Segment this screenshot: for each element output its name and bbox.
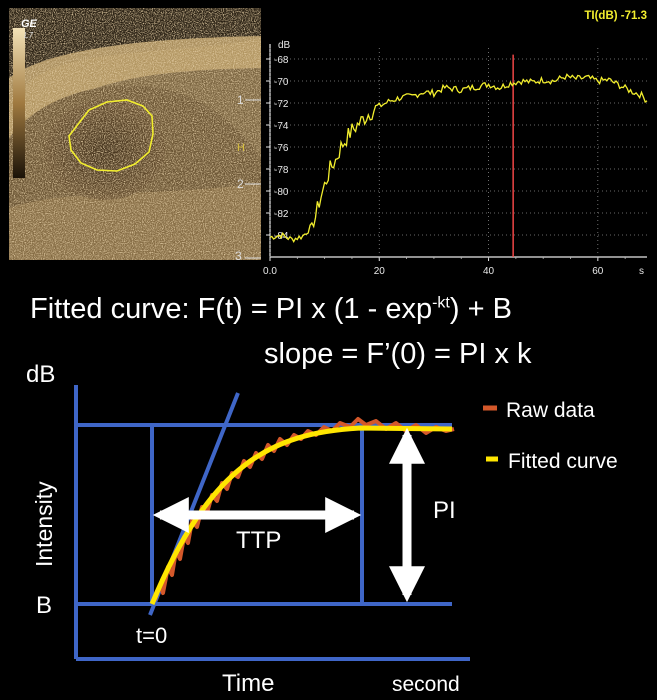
y-unit-label: dB (278, 40, 291, 51)
slope-formula: slope = F’(0) = PI x k (264, 338, 532, 370)
grayscale-bar (13, 28, 25, 178)
y-tick-label: -80 (274, 187, 289, 198)
depth-tick-3: 3 (235, 249, 242, 260)
fitted-curve-formula: Fitted curve: F(t) = PI x (1 - exp-kt) +… (30, 293, 512, 326)
y-tick-label: -70 (274, 77, 289, 88)
probe-label: L7 (24, 31, 33, 40)
y-tick-label: -76 (274, 143, 289, 154)
legend-raw-data: Raw data (506, 399, 595, 422)
fitted-curve (149, 425, 453, 605)
roi-outline[interactable] (68, 99, 154, 172)
x-tick-label: 20 (374, 266, 386, 277)
baseline-label: B (36, 592, 52, 619)
pi-label: PI (433, 497, 456, 524)
formula-exponent: -kt (432, 294, 450, 312)
schematic-y-unit: dB (26, 361, 55, 388)
y-tick-label: -72 (274, 99, 289, 110)
x-tick-labels: 0.0 20 40 60 (263, 266, 604, 277)
tic-schematic: Raw data Fitted curve dB Intensity B t=0… (26, 361, 618, 697)
x-unit-label: s (639, 266, 644, 277)
ttp-label: TTP (236, 527, 281, 554)
y-tick-label: -82 (274, 209, 289, 220)
y-tick-label: -68 (274, 55, 289, 66)
x-tick-label: 0.0 (263, 266, 277, 277)
ultrasound-svg: GE L7 1 2 3 H (9, 8, 261, 260)
time-intensity-plot: TI(dB) -71.3 dB -68 -70 -72 -74 -76 -78 -80 -82… (263, 10, 648, 277)
legend-fitted-curve: Fitted curve (508, 450, 618, 473)
ultrasound-image: GE L7 1 2 3 H (9, 8, 261, 260)
y-tick-label: -78 (274, 165, 289, 176)
focus-marker: H (237, 142, 245, 154)
y-tick-labels: -68-70-72-74-76-78-80-82-84 (274, 55, 289, 242)
formula-prefix: Fitted curve: F(t) = PI x (1 - exp (30, 293, 433, 325)
t0-label: t=0 (136, 623, 167, 648)
ti-readout: TI(dB) -71.3 (584, 10, 647, 22)
second-unit-label: second (392, 673, 460, 696)
x-tick-label: 40 (483, 266, 495, 277)
plot-grid (266, 44, 647, 261)
x-tick-label: 60 (592, 266, 604, 277)
intensity-axis-label: Intensity (31, 481, 57, 567)
intensity-trace (269, 73, 648, 243)
y-tick-label: -74 (274, 121, 289, 132)
formula-suffix: ) + B (449, 293, 512, 325)
depth-tick-2: 2 (237, 177, 244, 191)
brand-label: GE (21, 18, 38, 30)
time-axis-label: Time (222, 670, 274, 697)
depth-tick-1: 1 (237, 93, 244, 107)
